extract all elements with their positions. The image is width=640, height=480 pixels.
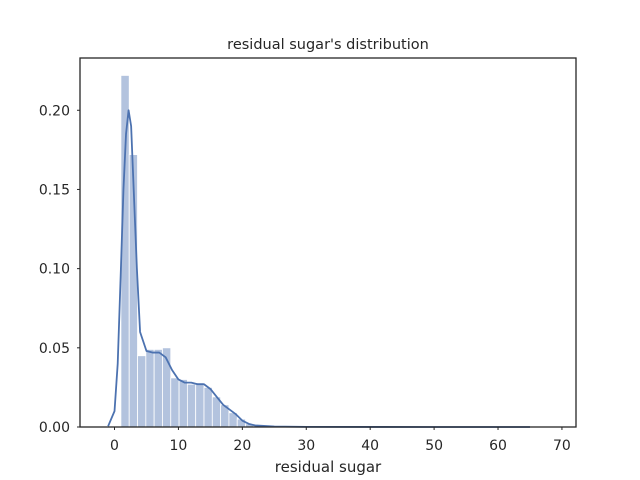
x-tick-label: 20	[233, 438, 251, 454]
x-tick-label: 50	[425, 438, 443, 454]
y-tick-label: 0.10	[39, 262, 70, 278]
histogram-bar	[153, 348, 163, 428]
histogram-bar	[145, 348, 155, 428]
x-tick-label: 40	[361, 438, 379, 454]
x-tick-label: 60	[489, 438, 507, 454]
y-tick-label: 0.15	[39, 182, 70, 198]
x-axis-label: residual sugar	[275, 458, 382, 476]
y-tick-label: 0.00	[39, 420, 70, 436]
x-tick-label: 0	[110, 438, 119, 454]
kde-line	[107, 109, 530, 428]
x-tick-label: 30	[297, 438, 315, 454]
histogram-bar	[195, 382, 205, 428]
kde-layer	[107, 109, 530, 428]
x-tick-label: 10	[170, 438, 188, 454]
axis-ticks: 0 10 20 30 40 50 60 70 0.00 0.05 0.10 0.15 0.20	[39, 103, 571, 454]
histogram-bar	[170, 377, 180, 428]
histogram-bar	[186, 383, 197, 428]
plot-frame	[79, 57, 577, 428]
y-tick-label: 0.20	[39, 103, 70, 119]
chart-title: residual sugar's distribution	[227, 37, 429, 53]
y-tick-label: 0.05	[39, 341, 70, 357]
histogram-bars	[120, 75, 321, 428]
histogram-bar	[178, 379, 188, 428]
histogram-bar	[137, 355, 147, 428]
x-tick-label: 70	[553, 438, 571, 454]
histogram-bar	[203, 387, 213, 428]
